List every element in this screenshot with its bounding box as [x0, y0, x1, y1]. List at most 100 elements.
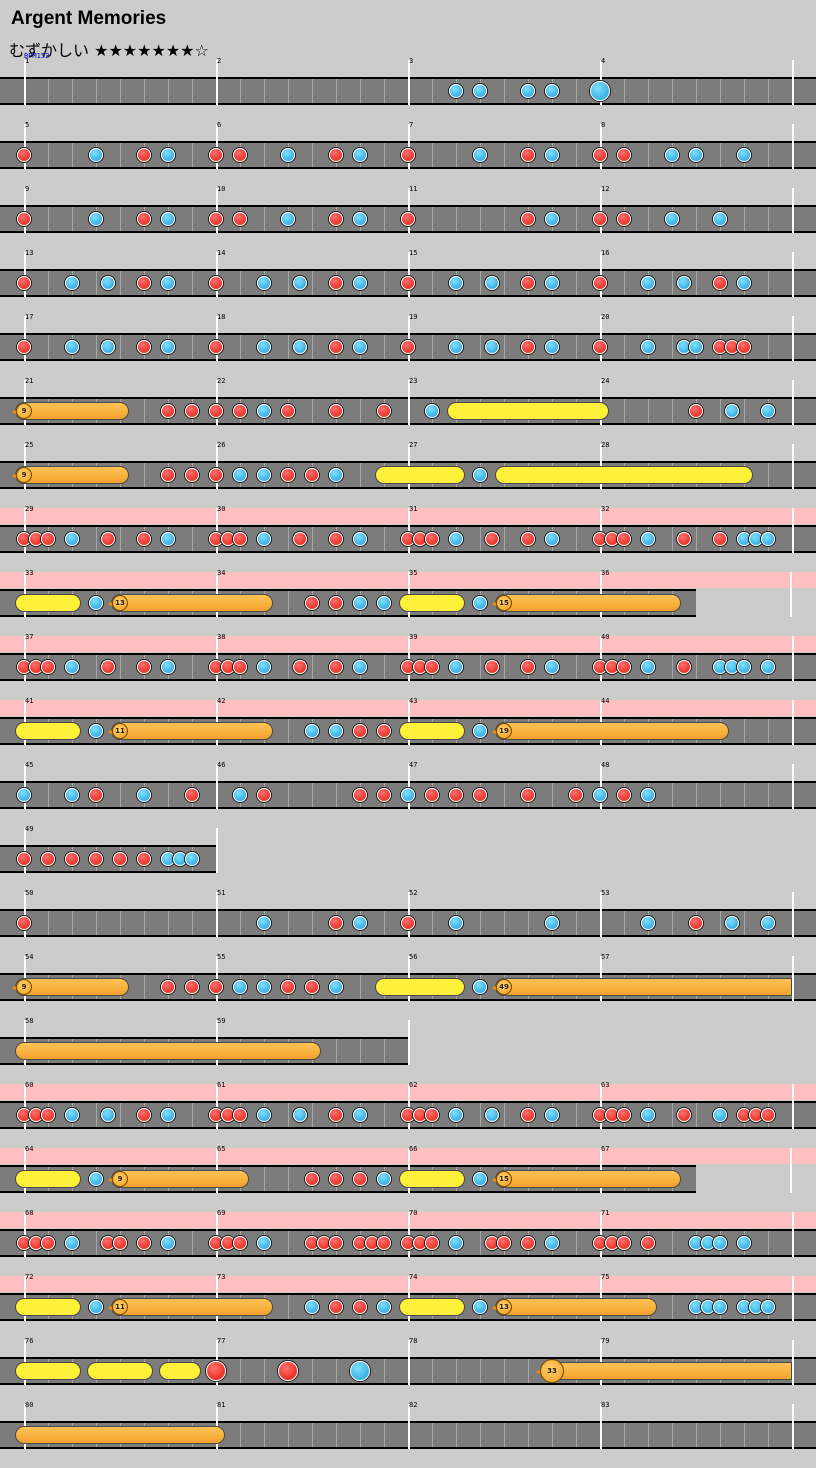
balloon-hit-count: 15: [496, 595, 512, 611]
ka-note: [232, 787, 248, 803]
beat-line: [312, 143, 313, 167]
measure-number: 53: [601, 889, 610, 897]
beat-line: [480, 911, 481, 935]
measure-number: 33: [25, 569, 34, 577]
measure-number: 52: [409, 889, 418, 897]
don-note: [328, 1171, 344, 1187]
ka-note: [640, 275, 656, 291]
chart-row-25: 25 26 27 28 9: [0, 441, 816, 508]
ka-note: [304, 723, 320, 739]
ka-note: [100, 1107, 117, 1123]
beat-line: [312, 79, 313, 103]
bar-line: [792, 252, 794, 297]
beat-line: [360, 1423, 361, 1447]
ka-note: [544, 147, 560, 163]
ka-note: [64, 1235, 80, 1251]
chart-row-49: 49: [0, 825, 816, 892]
beat-line: [96, 335, 97, 359]
measure-number: 16: [601, 249, 610, 257]
measure-number: 68: [25, 1209, 34, 1217]
balloon-tip: [491, 985, 498, 991]
bar-line: [600, 252, 602, 297]
ka-note: [256, 467, 272, 483]
beat-line: [48, 207, 49, 231]
measure-number: 61: [217, 1081, 226, 1089]
bar-line: [600, 124, 602, 169]
don-note: [352, 1171, 368, 1187]
balloon-tip: [107, 729, 114, 735]
measure-number: 4: [601, 57, 606, 65]
measure-number: 75: [601, 1273, 610, 1281]
balloon-note: [15, 978, 129, 996]
bar-line: [600, 892, 602, 937]
ka-note: [724, 403, 741, 419]
beat-line: [312, 335, 313, 359]
beat-line: [648, 1423, 649, 1447]
don-note: [376, 403, 392, 419]
beat-line: [48, 783, 49, 807]
beat-line: [72, 79, 73, 103]
beat-line: [120, 911, 121, 935]
balloon-hit-count: 9: [16, 403, 32, 419]
ka-note: [160, 531, 176, 547]
bar-line: [792, 124, 794, 169]
bar-line: [216, 444, 218, 489]
don-note: [184, 979, 200, 995]
ka-note: [328, 979, 344, 995]
don-note: [616, 147, 632, 163]
beat-line: [312, 655, 313, 679]
measure-number: 49: [25, 825, 34, 833]
beat-line: [48, 143, 49, 167]
beat-line: [672, 783, 673, 807]
beat-line: [672, 1423, 673, 1447]
don-note: [184, 787, 200, 803]
beat-line: [576, 271, 577, 295]
balloon-hit-count: 13: [112, 595, 128, 611]
don-note: [232, 659, 248, 675]
bar-line: [792, 508, 794, 553]
ka-note: [352, 275, 368, 291]
chart-row-72: 72 73 74 75 11 13: [0, 1273, 816, 1340]
beat-line: [576, 79, 577, 103]
bar-line: [216, 956, 218, 1001]
bar-line: [408, 1212, 410, 1257]
beat-line: [240, 335, 241, 359]
bar-line: [408, 1020, 410, 1065]
drumroll-note: [399, 1170, 465, 1188]
difficulty-label: むずかしい: [9, 41, 90, 60]
chart-row-60: 60 61 62 63: [0, 1081, 816, 1148]
don-note: [64, 851, 80, 867]
ka-note: [760, 403, 776, 419]
bar-line: [600, 1404, 602, 1449]
don-note: [184, 467, 200, 483]
measure-number: 60: [25, 1081, 34, 1089]
bar-line: [216, 1084, 218, 1129]
don-note: [520, 531, 536, 547]
beat-line: [360, 79, 361, 103]
ka-note: [472, 147, 488, 163]
ka-note: [760, 659, 776, 675]
beat-line: [768, 1423, 769, 1447]
don-note: [616, 211, 632, 227]
ka-note: [64, 787, 80, 803]
beat-line: [288, 271, 289, 295]
bar-line: [216, 60, 218, 105]
chart-row-29: 29 30 31 32: [0, 505, 816, 572]
bar-line: [24, 636, 26, 681]
bar-line: [600, 316, 602, 361]
ka-note: [676, 275, 693, 291]
beat-line: [312, 783, 313, 807]
balloon-note: [495, 1170, 681, 1188]
ka-note: [484, 275, 501, 291]
balloon-note: [495, 722, 729, 740]
don-note: [292, 659, 309, 675]
beat-line: [120, 335, 121, 359]
ka-note: [724, 915, 741, 931]
measure-number: 38: [217, 633, 226, 641]
beat-line: [432, 1423, 433, 1447]
ka-note: [160, 275, 176, 291]
measure-number: 14: [217, 249, 226, 257]
beat-line: [528, 1423, 529, 1447]
don-note: [232, 1235, 248, 1251]
ka-note: [256, 1235, 272, 1251]
